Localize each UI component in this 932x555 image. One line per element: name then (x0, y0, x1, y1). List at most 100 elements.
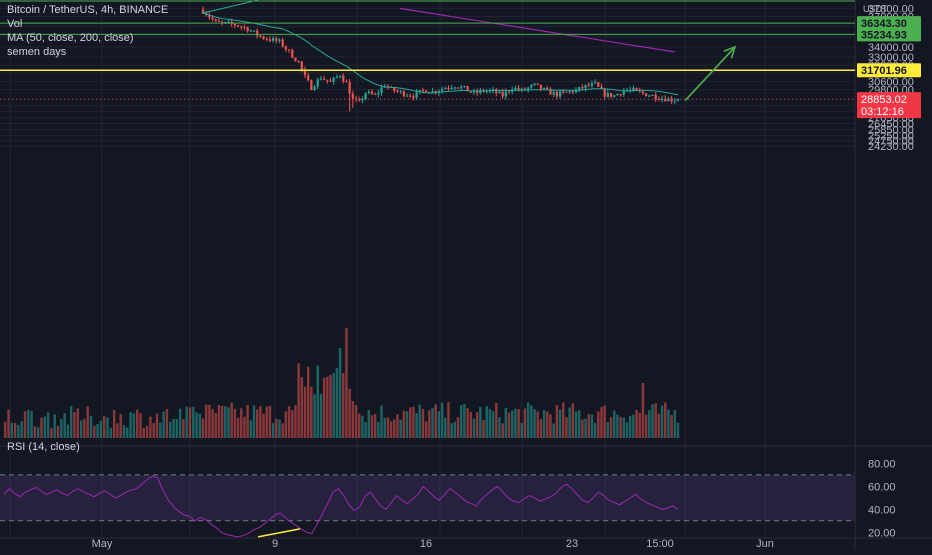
volume-bar (597, 411, 600, 438)
candle-body (581, 87, 584, 89)
volume-bar (475, 412, 479, 438)
volume-bar (609, 417, 613, 438)
symbol-title[interactable]: Bitcoin / TetherUS, 4h, BINANCE (7, 4, 169, 16)
candle-body (393, 87, 396, 91)
volume-bar (491, 411, 495, 438)
candle-body (587, 84, 590, 86)
volume-bar (552, 423, 555, 438)
volume-bar (526, 402, 530, 438)
volume-bar (523, 408, 527, 438)
volume-bar (126, 427, 129, 438)
candle-body (421, 90, 425, 92)
volume-bar (319, 393, 323, 438)
volume-bar (450, 423, 453, 438)
volume-bar (316, 365, 319, 438)
rsi-trendline[interactable] (257, 528, 301, 538)
candle-body (319, 78, 323, 80)
candle-body (236, 25, 240, 27)
candle-body (654, 94, 657, 100)
candle-body (507, 91, 511, 93)
volume-bar (287, 406, 291, 438)
volume-bar (230, 402, 233, 438)
candle-body (380, 87, 383, 93)
volume-bar (220, 405, 224, 438)
volume-bar (37, 427, 40, 438)
rsi-line (3, 475, 679, 538)
volume-bar (549, 414, 552, 438)
volume-bar (648, 410, 651, 438)
time-axis-label-3: 23 (566, 538, 578, 550)
volume-bar (628, 415, 632, 438)
rsi-legend[interactable]: RSI (14, close) (7, 441, 80, 453)
candle-body (530, 85, 533, 88)
projection-arrow[interactable] (684, 46, 736, 102)
volume-legend[interactable]: Vol (7, 18, 23, 30)
volume-bar (606, 422, 610, 438)
candle-body (651, 94, 654, 96)
volume-bar (109, 427, 112, 438)
volume-bar (93, 425, 96, 438)
volume-bar (119, 414, 122, 438)
candle-body (527, 87, 530, 90)
volume-bar (329, 374, 332, 438)
candle-body (418, 90, 421, 92)
volume-bar (357, 413, 361, 438)
volume-bar (142, 427, 145, 438)
volume-bar (587, 414, 590, 438)
volume-bar (635, 410, 638, 438)
volume-bar (536, 411, 539, 438)
volume-bar (533, 409, 536, 438)
candle-body (402, 91, 405, 96)
volume-bar (415, 413, 418, 438)
volume-bar (342, 373, 345, 438)
volume-bar (310, 386, 313, 438)
volume-bar (600, 406, 603, 438)
volume-bar (507, 412, 511, 438)
volume-bar (539, 419, 543, 438)
volume-bar (440, 402, 444, 438)
volume-bar (326, 376, 329, 438)
volume-bar (482, 419, 485, 438)
volume-bar (469, 411, 472, 438)
candle-body (335, 76, 339, 78)
ma200-line (399, 7, 676, 53)
candle-body (571, 91, 574, 93)
candle-body (562, 91, 565, 93)
price-tick-label: 24750.00 (868, 136, 914, 148)
volume-bar (116, 423, 119, 438)
candle-body (539, 84, 543, 90)
volume-bar (162, 411, 165, 438)
candle-body (240, 26, 243, 28)
candle-body (517, 87, 520, 90)
study-legend[interactable]: semen days (7, 46, 67, 58)
candle-body (447, 88, 450, 90)
candle-body (664, 98, 667, 102)
volume-bar (622, 417, 626, 438)
candle-body (584, 84, 587, 89)
candle-body (574, 89, 578, 93)
volume-bar (562, 402, 565, 438)
level-label-bg-0 (857, 16, 921, 31)
candle-body (412, 96, 415, 98)
candle-body (208, 14, 211, 18)
volume-bar (386, 417, 390, 438)
volume-bar (83, 418, 86, 438)
ma-legend[interactable]: MA (50, close, 200, close) (7, 32, 134, 44)
candle-body (323, 78, 326, 80)
candle-body (265, 38, 268, 40)
candle-body (278, 39, 281, 41)
candle-body (444, 88, 447, 90)
candle-body (268, 39, 272, 41)
volume-bar (303, 386, 307, 438)
volume-bar (542, 410, 546, 438)
candle-body (463, 85, 466, 87)
volume-bar (373, 413, 377, 438)
candle-body (600, 86, 603, 89)
price-tick-label: 26450.00 (868, 118, 914, 130)
volume-bar (466, 408, 469, 438)
volume-bar (214, 413, 217, 438)
volume-bar (625, 422, 629, 438)
volume-bar (424, 421, 428, 438)
